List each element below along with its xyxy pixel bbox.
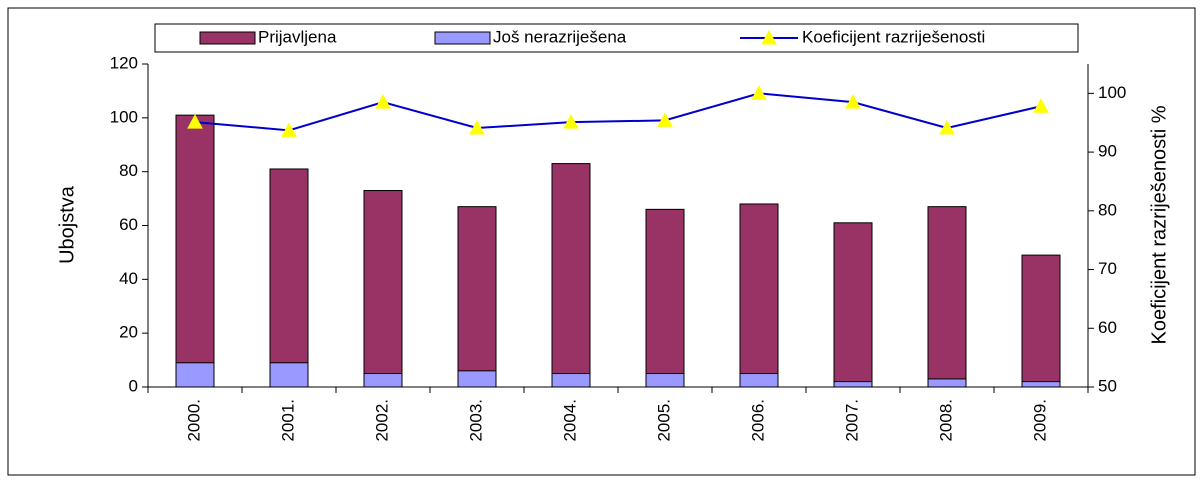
legend-box xyxy=(154,23,1079,53)
bar xyxy=(363,373,403,388)
y2-tick-label: 80 xyxy=(1098,200,1117,219)
line xyxy=(194,92,1042,132)
marker xyxy=(939,119,955,135)
x-tick-label: 2007. xyxy=(842,399,861,442)
y2-tick-label: 90 xyxy=(1098,142,1117,161)
bar xyxy=(551,373,591,388)
marker xyxy=(469,119,485,135)
y-tick-label: 60 xyxy=(119,215,138,234)
x-tick-label: 2009. xyxy=(1030,399,1049,442)
y-tick-label: 20 xyxy=(119,323,138,342)
y2-tick-label: 70 xyxy=(1098,259,1117,278)
legend-label: Prijavljena xyxy=(258,27,337,46)
legend-label: Koeficijent razriješenosti xyxy=(802,27,985,46)
bar xyxy=(645,208,685,388)
bar xyxy=(1021,381,1061,388)
bar xyxy=(457,370,497,388)
bar xyxy=(1021,254,1061,388)
bar xyxy=(739,373,779,388)
y-tick-label: 100 xyxy=(110,107,138,126)
x-tick-label: 2008. xyxy=(936,399,955,442)
bar xyxy=(645,373,685,388)
bar xyxy=(269,362,309,388)
bar xyxy=(833,381,873,388)
x-tick-label: 2004. xyxy=(560,399,579,442)
marker xyxy=(187,114,203,129)
legend-swatch xyxy=(199,31,256,45)
x-tick-label: 2003. xyxy=(466,399,485,442)
y2-axis-title: Koeficijent razriješenosti % xyxy=(1148,105,1170,344)
marker xyxy=(657,112,673,127)
legend-swatch xyxy=(434,31,491,45)
x-tick-label: 2005. xyxy=(654,399,673,442)
bar xyxy=(269,168,309,388)
bar xyxy=(457,206,497,388)
bar xyxy=(175,362,215,388)
legend-marker xyxy=(761,29,777,45)
marker xyxy=(563,114,579,129)
bar xyxy=(833,222,873,388)
x-tick-label: 2000. xyxy=(184,399,203,442)
marker xyxy=(751,85,767,100)
bar xyxy=(363,190,403,388)
marker xyxy=(375,94,391,109)
marker xyxy=(281,122,297,137)
y2-tick-label: 60 xyxy=(1098,318,1117,337)
marker xyxy=(1033,98,1049,113)
y2-tick-label: 50 xyxy=(1098,376,1117,395)
bar xyxy=(927,206,967,388)
y-tick-label: 80 xyxy=(119,161,138,180)
y2-tick-label: 100 xyxy=(1098,83,1126,102)
x-tick-label: 2001. xyxy=(278,399,297,442)
bar xyxy=(175,114,215,388)
bar xyxy=(927,378,967,388)
y-tick-label: 120 xyxy=(110,53,138,72)
y-axis-title: Ubojstva xyxy=(56,185,78,264)
x-tick-label: 2002. xyxy=(372,399,391,442)
y-tick-label: 0 xyxy=(129,376,138,395)
marker xyxy=(845,94,861,109)
bar xyxy=(551,163,591,388)
y-tick-label: 40 xyxy=(119,269,138,288)
legend-label: Još nerazriješena xyxy=(493,27,627,46)
x-tick-label: 2006. xyxy=(748,399,767,442)
bar xyxy=(739,203,779,388)
